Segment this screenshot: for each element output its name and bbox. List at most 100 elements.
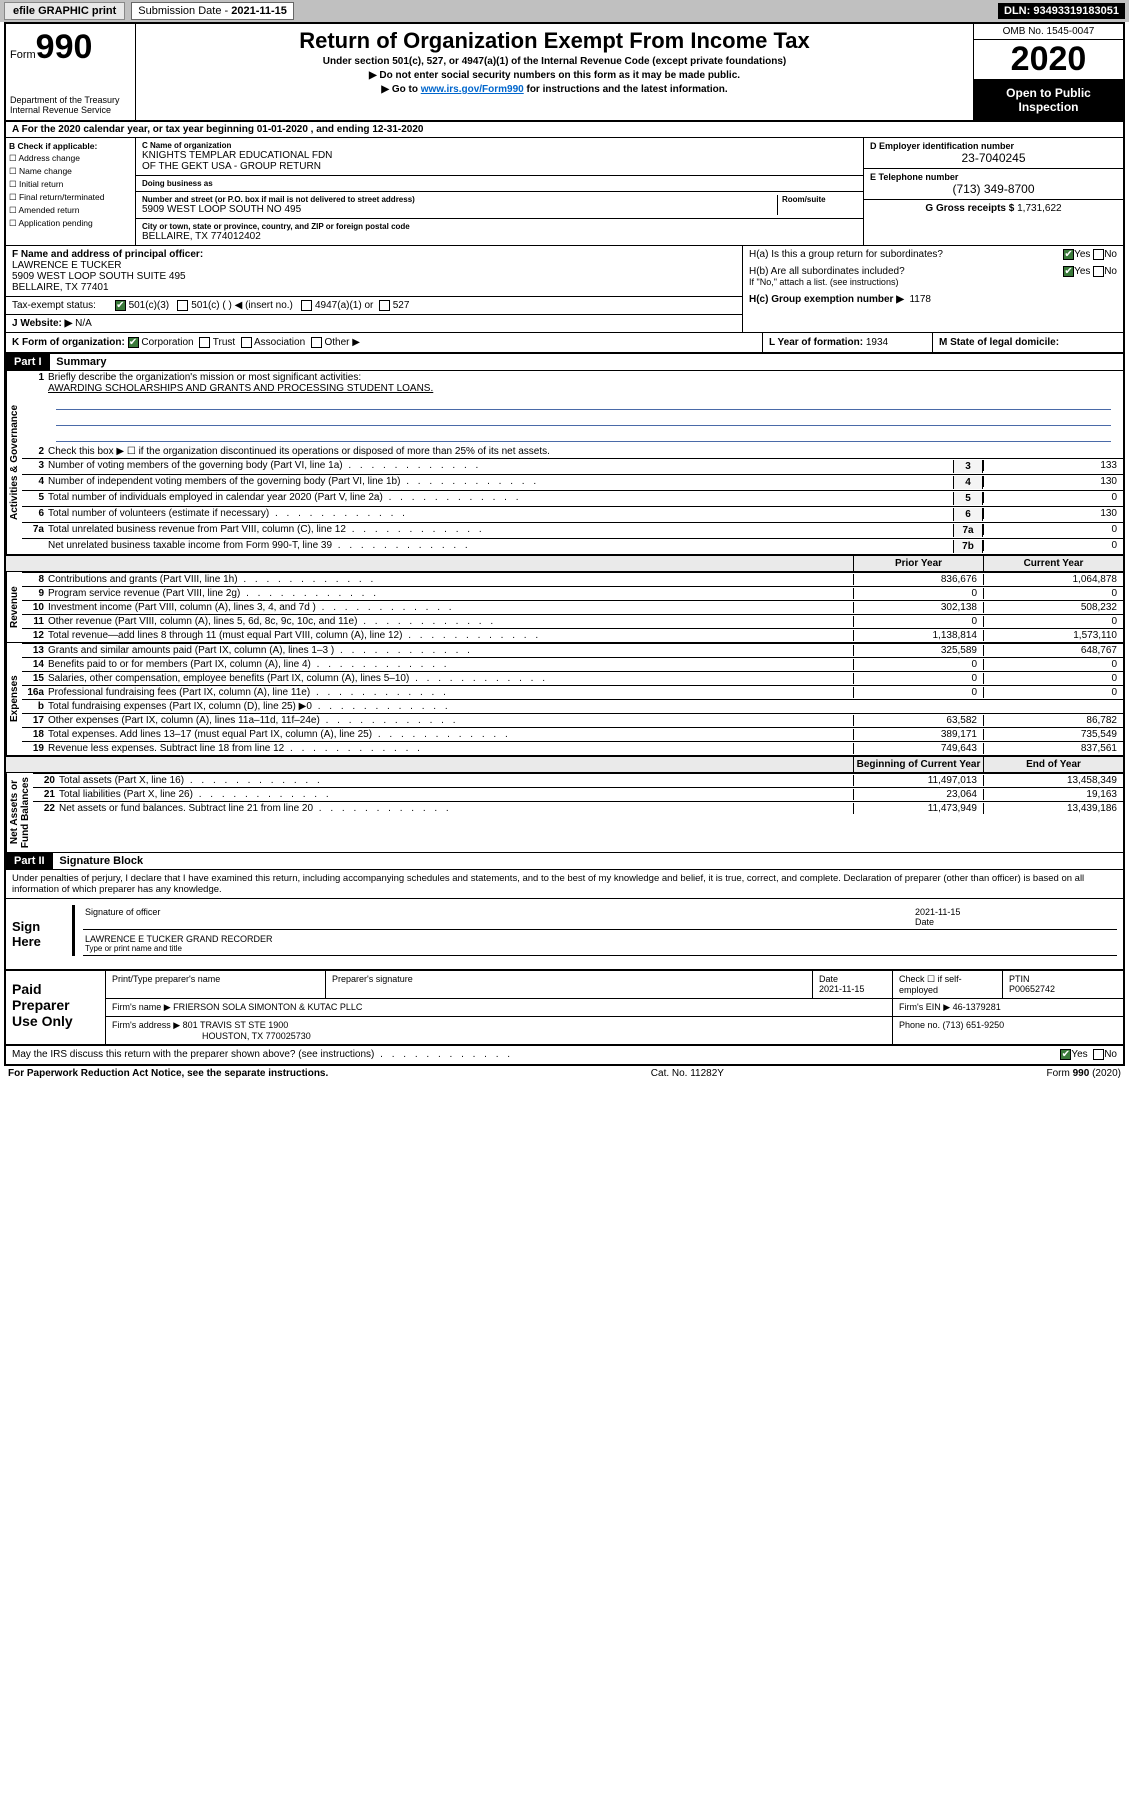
summary-row: 15Salaries, other compensation, employee… xyxy=(22,671,1123,685)
firm-name: FRIERSON SOLA SIMONTON & KUTAC PLLC xyxy=(173,1002,362,1012)
prior-current-header: Prior Year Current Year xyxy=(6,555,1123,572)
top-bar: efile GRAPHIC print Submission Date - 20… xyxy=(0,0,1129,22)
cb-501c3[interactable]: ✔ xyxy=(115,300,126,311)
perjury-statement: Under penalties of perjury, I declare th… xyxy=(6,870,1123,898)
side-label-exp: Expenses xyxy=(6,643,22,755)
discuss-yes[interactable]: ✔ xyxy=(1060,1049,1071,1060)
header-middle: Return of Organization Exempt From Incom… xyxy=(136,24,973,120)
privacy-note: ▶ Do not enter social security numbers o… xyxy=(144,70,965,81)
cb-address-change[interactable]: ☐ Address change xyxy=(9,153,132,164)
omb-number: OMB No. 1545-0047 xyxy=(974,24,1123,40)
summary-row: 8Contributions and grants (Part VIII, li… xyxy=(22,572,1123,586)
summary-row: 3Number of voting members of the governi… xyxy=(22,458,1123,474)
efile-button[interactable]: efile GRAPHIC print xyxy=(4,2,125,20)
sig-date: 2021-11-15Date xyxy=(915,907,1115,927)
form-no: Form 990 (2020) xyxy=(1047,1068,1121,1079)
summary-row: 6Total number of volunteers (estimate if… xyxy=(22,506,1123,522)
website-row: J Website: ▶ N/A xyxy=(6,315,742,332)
cb-assoc[interactable] xyxy=(241,337,252,348)
sig-officer-label: Signature of officer xyxy=(85,907,915,927)
form-title: Return of Organization Exempt From Incom… xyxy=(144,28,965,54)
ein: 23-7040245 xyxy=(870,151,1117,165)
ha-no[interactable] xyxy=(1093,249,1104,260)
part-1-header: Part I Summary xyxy=(6,354,1123,371)
street-address: 5909 WEST LOOP SOUTH NO 495 xyxy=(142,204,777,215)
summary-row: 13Grants and similar amounts paid (Part … xyxy=(22,643,1123,657)
col-d-e: D Employer identification number 23-7040… xyxy=(863,138,1123,245)
instructions-link-line: ▶ Go to www.irs.gov/Form990 for instruct… xyxy=(144,84,965,95)
submission-date: Submission Date - 2021-11-15 xyxy=(131,2,294,20)
summary-row: 5Total number of individuals employed in… xyxy=(22,490,1123,506)
self-employed[interactable]: Check ☐ if self-employed xyxy=(893,971,1003,998)
side-label-net: Net Assets or Fund Balances xyxy=(6,773,33,852)
firm-addr2: HOUSTON, TX 770025730 xyxy=(112,1031,311,1041)
dept-label: Department of the Treasury Internal Reve… xyxy=(10,95,131,115)
cb-527[interactable] xyxy=(379,300,390,311)
col-f: F Name and address of principal officer:… xyxy=(6,246,743,332)
ptin: P00652742 xyxy=(1009,984,1055,994)
mission-text: AWARDING SCHOLARSHIPS AND GRANTS AND PRO… xyxy=(48,383,433,394)
officer-printed-name: LAWRENCE E TUCKER GRAND RECORDER xyxy=(85,934,1115,944)
summary-row: 20Total assets (Part X, line 16)11,497,0… xyxy=(33,773,1123,787)
cb-amended-return[interactable]: ☐ Amended return xyxy=(9,205,132,216)
discuss-row: May the IRS discuss this return with the… xyxy=(6,1046,1123,1063)
tax-exempt-row: Tax-exempt status: ✔ 501(c)(3) 501(c) ( … xyxy=(6,297,742,315)
form-990: Form990 Department of the Treasury Inter… xyxy=(4,22,1125,1066)
section-activities-governance: Activities & Governance 1 Briefly descri… xyxy=(6,371,1123,555)
prep-date: 2021-11-15 xyxy=(819,984,864,994)
footer: For Paperwork Reduction Act Notice, see … xyxy=(0,1066,1129,1081)
hb-yes[interactable]: ✔ xyxy=(1063,266,1074,277)
summary-row: 17Other expenses (Part IX, column (A), l… xyxy=(22,713,1123,727)
cb-final-return[interactable]: ☐ Final return/terminated xyxy=(9,192,132,203)
tax-year: 2020 xyxy=(974,40,1123,80)
ha-yes[interactable]: ✔ xyxy=(1063,249,1074,260)
cb-4947[interactable] xyxy=(301,300,312,311)
summary-row: bTotal fundraising expenses (Part IX, co… xyxy=(22,699,1123,713)
row-a-tax-year: A For the 2020 calendar year, or tax yea… xyxy=(6,122,1123,138)
sign-here-block: Sign Here Signature of officer 2021-11-1… xyxy=(6,898,1123,969)
firm-ein: 46-1379281 xyxy=(953,1002,1001,1012)
header: Form990 Department of the Treasury Inter… xyxy=(6,24,1123,122)
summary-row: 12Total revenue—add lines 8 through 11 (… xyxy=(22,628,1123,642)
section-revenue: Revenue 8Contributions and grants (Part … xyxy=(6,572,1123,643)
summary-row: 4Number of independent voting members of… xyxy=(22,474,1123,490)
year-formation: L Year of formation: 1934 xyxy=(763,333,933,352)
cb-501c[interactable] xyxy=(177,300,188,311)
summary-row: 16aProfessional fundraising fees (Part I… xyxy=(22,685,1123,699)
discuss-no[interactable] xyxy=(1093,1049,1104,1060)
summary-row: 22Net assets or fund balances. Subtract … xyxy=(33,801,1123,815)
cb-application-pending[interactable]: ☐ Application pending xyxy=(9,218,132,229)
col-h: H(a) Is this a group return for subordin… xyxy=(743,246,1123,332)
summary-row: 14Benefits paid to or for members (Part … xyxy=(22,657,1123,671)
hb-no[interactable] xyxy=(1093,266,1104,277)
block-f-h: F Name and address of principal officer:… xyxy=(6,246,1123,332)
block-b-c-d-e: B Check if applicable: ☐ Address change … xyxy=(6,138,1123,246)
form-subtitle: Under section 501(c), 527, or 4947(a)(1)… xyxy=(144,56,965,67)
gross-receipts: 1,731,622 xyxy=(1017,203,1062,214)
header-left: Form990 Department of the Treasury Inter… xyxy=(6,24,136,120)
section-net-assets: Net Assets or Fund Balances 20Total asse… xyxy=(6,773,1123,853)
dln-label: DLN: 93493319183051 xyxy=(998,3,1125,19)
phone: (713) 349-8700 xyxy=(870,182,1117,196)
header-right: OMB No. 1545-0047 2020 Open to Public In… xyxy=(973,24,1123,120)
cb-corp[interactable]: ✔ xyxy=(128,337,139,348)
summary-row: Net unrelated business taxable income fr… xyxy=(22,538,1123,554)
summary-row: 10Investment income (Part VIII, column (… xyxy=(22,600,1123,614)
cat-no: Cat. No. 11282Y xyxy=(651,1068,724,1079)
cb-other[interactable] xyxy=(311,337,322,348)
cb-name-change[interactable]: ☐ Name change xyxy=(9,166,132,177)
begin-end-header: Beginning of Current Year End of Year xyxy=(6,756,1123,773)
instructions-link[interactable]: www.irs.gov/Form990 xyxy=(421,84,524,95)
cb-initial-return[interactable]: ☐ Initial return xyxy=(9,179,132,190)
row-k-l-m: K Form of organization: ✔ Corporation Tr… xyxy=(6,332,1123,354)
firm-phone: (713) 651-9250 xyxy=(943,1020,1005,1030)
officer-addr2: BELLAIRE, TX 77401 xyxy=(12,282,109,293)
section-expenses: Expenses 13Grants and similar amounts pa… xyxy=(6,643,1123,756)
cb-trust[interactable] xyxy=(199,337,210,348)
org-name: KNIGHTS TEMPLAR EDUCATIONAL FDN OF THE G… xyxy=(142,150,857,172)
paid-preparer-block: Paid Preparer Use Only Print/Type prepar… xyxy=(6,969,1123,1046)
firm-addr1: 801 TRAVIS ST STE 1900 xyxy=(183,1020,289,1030)
group-exemption: 1178 xyxy=(909,294,931,305)
website: N/A xyxy=(75,318,92,329)
summary-row: 7aTotal unrelated business revenue from … xyxy=(22,522,1123,538)
